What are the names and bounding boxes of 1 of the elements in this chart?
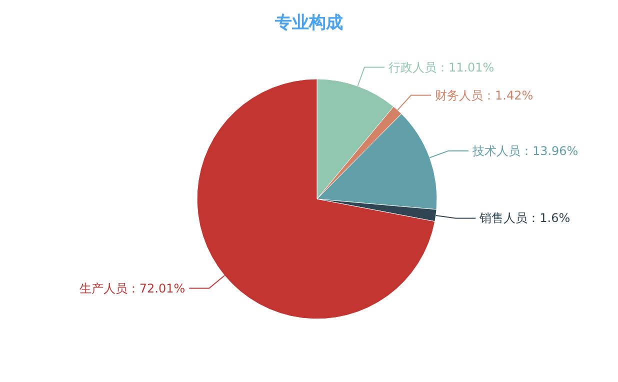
title: 专业构成	[275, 13, 343, 33]
